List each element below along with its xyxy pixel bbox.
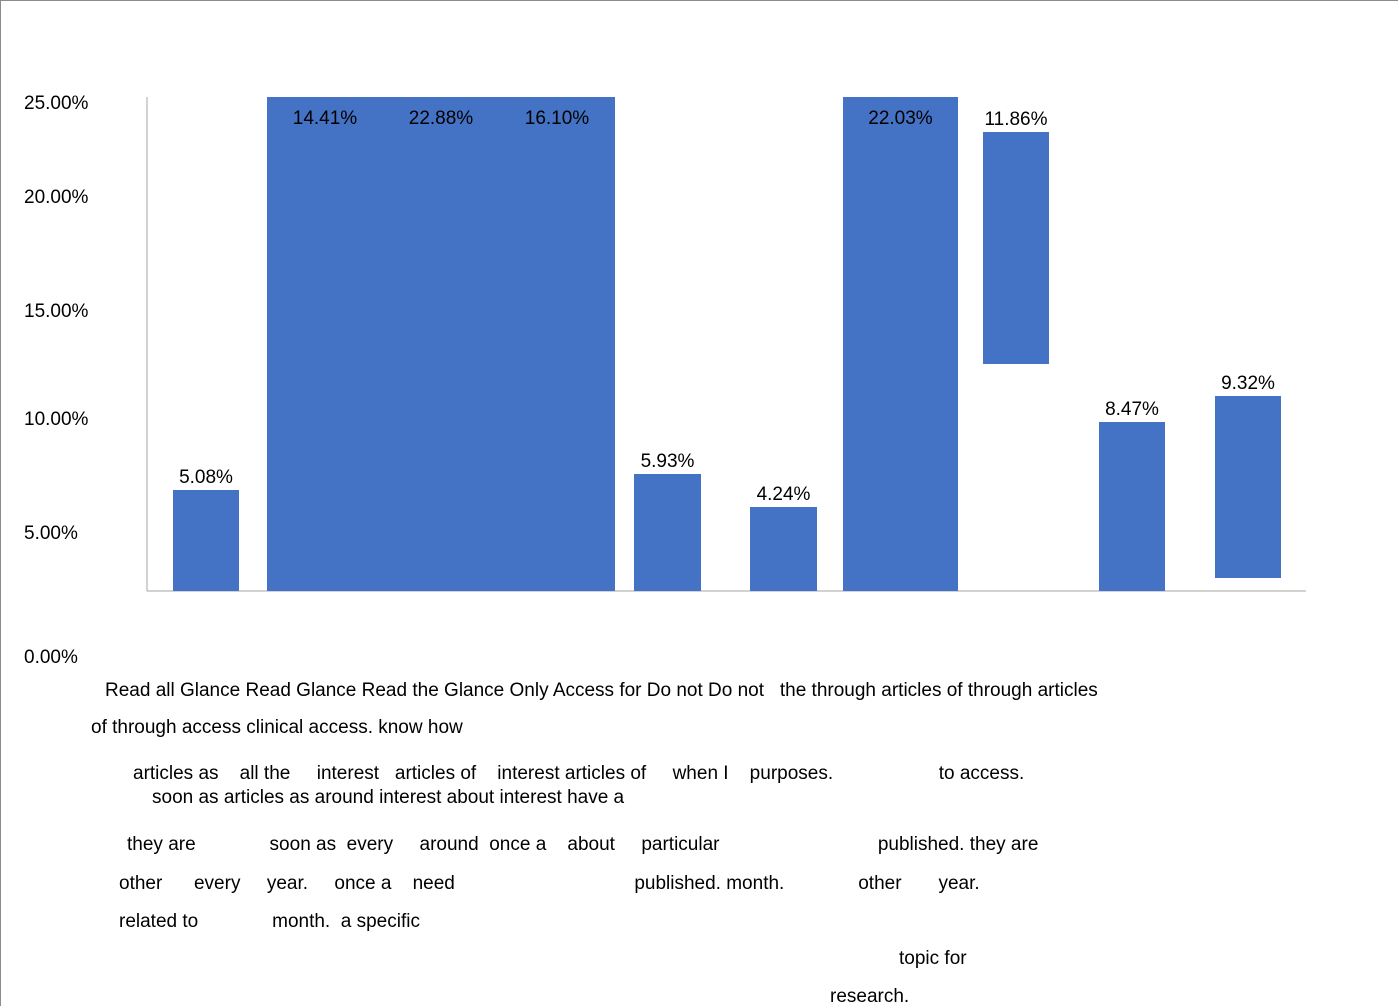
y-tick-label: 25.00% [24,93,89,114]
category-text-line: articles as all the interest articles of… [133,763,1025,784]
category-text-line: research. [830,986,910,1007]
y-tick-label: 15.00% [24,301,89,322]
category-text-line: soon as articles as around interest abou… [152,787,625,808]
data-labels: 5.08% 14.41% 22.88% 16.10% 5.93% 4.24% 22.03% 1… [179,108,1275,505]
bar [634,474,701,591]
y-axis-ticks: 0.00% 5.00% 10.00% 15.00% 20.00% 25.00% [24,93,89,668]
category-text-line: of through access clinical access. know … [91,717,463,738]
data-label: 8.47% [1105,399,1159,420]
bar [173,490,239,591]
data-label: 16.10% [525,108,590,129]
y-tick-label: 5.00% [24,523,78,544]
data-label: 22.88% [409,108,474,129]
data-label: 4.24% [757,484,811,505]
y-tick-label: 20.00% [24,187,89,208]
data-label: 14.41% [293,108,358,129]
data-label: 22.03% [868,108,933,129]
category-text-line: other every year. once a need published.… [119,873,980,894]
y-tick-label: 10.00% [24,409,89,430]
data-label: 9.32% [1221,373,1275,394]
category-text-line: topic for [899,948,967,969]
bar [750,507,817,591]
bar [1099,422,1165,591]
bar-series [173,97,1281,591]
bar [499,97,615,591]
data-label: 5.93% [641,451,695,472]
bar [383,97,499,591]
data-label: 11.86% [984,109,1047,130]
y-tick-label: 0.00% [24,647,78,668]
bar [267,97,383,591]
bar [1215,396,1281,578]
category-text-line: Read all Glance Read Glance Read the Gla… [105,680,1098,701]
category-text-line: they are soon as every around once a abo… [127,834,1039,855]
bar [843,97,958,591]
data-label: 5.08% [179,467,233,488]
category-text-line: related to month. a specific [119,911,420,932]
bar [983,132,1049,364]
